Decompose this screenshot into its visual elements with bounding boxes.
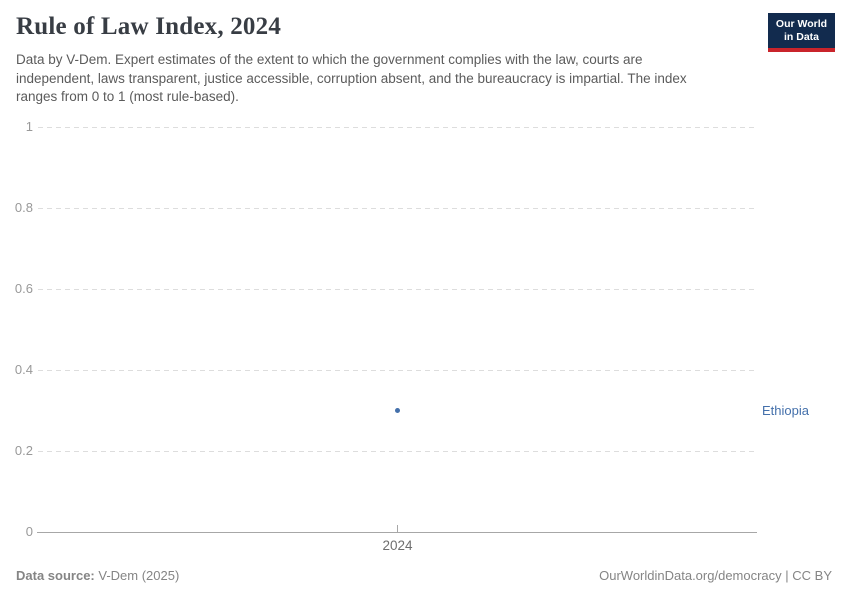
y-tick-label: 0.2 [14, 443, 33, 458]
chart-footer: Data source: V-Dem (2025) OurWorldinData… [16, 568, 832, 583]
y-tick-label: 0.8 [14, 200, 33, 215]
y-tick-label: 0.6 [14, 281, 33, 296]
y-gridline [38, 451, 757, 452]
entity-label-ethiopia[interactable]: Ethiopia [762, 402, 809, 418]
chart-title: Rule of Law Index, 2024 [16, 13, 282, 40]
data-source-label: Data source: [16, 568, 95, 583]
y-gridline [38, 127, 757, 128]
y-tick-label: 1 [25, 119, 33, 134]
y-tick-label: 0.4 [14, 362, 33, 377]
y-gridline [38, 289, 757, 290]
owid-logo-line1: Our World [775, 17, 828, 30]
x-tick [397, 525, 398, 532]
data-source: Data source: V-Dem (2025) [16, 568, 179, 583]
owid-logo[interactable]: Our World in Data [768, 13, 835, 52]
x-axis-line [37, 532, 757, 533]
y-tick-label: 0 [25, 524, 33, 539]
data-point-ethiopia[interactable] [395, 408, 400, 413]
y-gridline [38, 370, 757, 371]
credit-link[interactable]: OurWorldinData.org/democracy | CC BY [599, 568, 832, 583]
x-tick-label: 2024 [382, 538, 413, 553]
y-gridline [38, 208, 757, 209]
chart-subtitle: Data by V-Dem. Expert estimates of the e… [16, 52, 687, 104]
owid-logo-line2: in Data [783, 30, 819, 43]
data-source-value: V-Dem (2025) [98, 568, 180, 583]
